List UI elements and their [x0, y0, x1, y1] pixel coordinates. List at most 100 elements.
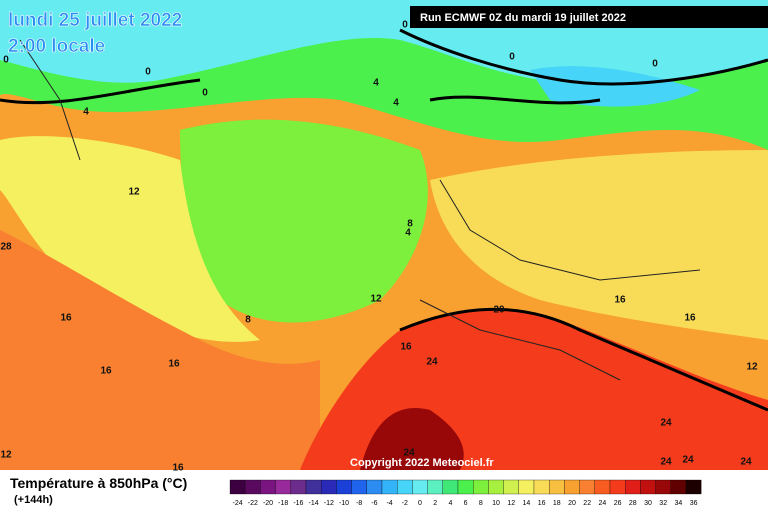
- contour-label: 24: [426, 357, 438, 368]
- colorbar-label: 22: [583, 500, 591, 507]
- copyright: Copyright 2022 Meteociel.fr: [350, 457, 494, 469]
- colorbar-cell: [290, 479, 307, 495]
- contour-label: 12: [370, 294, 382, 305]
- contour-label: 24: [682, 455, 694, 466]
- colorbar-cell: [457, 479, 474, 495]
- colorbar-label: -20: [263, 500, 273, 507]
- contour-label: 0: [652, 59, 658, 70]
- colorbar-label: -8: [356, 500, 362, 507]
- colorbar-cell: [670, 479, 687, 495]
- legend-title: Température à 850hPa (°C): [10, 475, 187, 491]
- colorbar-label: 10: [492, 500, 500, 507]
- colorbar-cell: [381, 479, 398, 495]
- contour-label: 12: [128, 187, 140, 198]
- colorbar-cell: [594, 479, 611, 495]
- colorbar-label: 20: [568, 500, 576, 507]
- contour-label: 0: [145, 67, 151, 78]
- colorbar-cell: [245, 479, 261, 495]
- run-text: Run ECMWF 0Z du mardi 19 juillet 2022: [420, 12, 626, 24]
- run-banner: [410, 6, 768, 28]
- colorbar-label: 24: [599, 500, 607, 507]
- contour-label: 16: [614, 295, 626, 306]
- contour-label: 0: [202, 88, 208, 99]
- contour-label: 4: [393, 98, 399, 109]
- colorbar-cell: [336, 479, 352, 495]
- zone-yellow-e: [430, 150, 768, 340]
- colorbar-cell: [412, 479, 428, 495]
- contour-label: 12: [0, 450, 12, 461]
- colorbar-cell: [655, 479, 671, 495]
- colorbar-cell: [609, 479, 626, 495]
- contour-label: 24: [660, 457, 672, 468]
- colorbar: -24 -22 -20 -18 -16 -14 -12 -10 -8 -6 -4 -2 0 2 4 6 8 10 1…: [229, 479, 702, 507]
- legend-lead: (+144h): [14, 494, 53, 506]
- colorbar-label: 0: [418, 500, 422, 507]
- date-text: lundi 25 juillet 2022: [8, 10, 182, 31]
- colorbar-label: 36: [690, 500, 698, 507]
- colorbar-cell: [473, 479, 489, 495]
- colorbar-label: 6: [464, 500, 468, 507]
- contour-label: 4: [83, 107, 89, 118]
- colorbar-cell: [533, 479, 550, 495]
- contour-label: 28: [0, 242, 12, 253]
- contour-label: 4: [373, 78, 379, 89]
- contour-label: 0: [509, 52, 515, 63]
- zone-darkred: [360, 408, 464, 470]
- contour-labels: 0 0 0 0 0 0 4 4 4 4 12 12 12 8 8 16 16 16 16 16 16 20 24 24 24 24…: [0, 20, 758, 474]
- coastline: [19, 39, 701, 381]
- zone-orange: [0, 230, 320, 470]
- colorbar-cell: [260, 479, 276, 495]
- colorbar-cell: [518, 479, 535, 495]
- colorbar-cell: [366, 479, 383, 495]
- colorbar-cell: [488, 479, 504, 495]
- colorbar-label: 14: [523, 500, 531, 507]
- contour-label: 24: [660, 418, 672, 429]
- colorbar-cell: [640, 479, 656, 495]
- contour-label: 16: [100, 366, 112, 377]
- colorbar-label: -12: [324, 500, 334, 507]
- colorbar-label: 32: [659, 500, 667, 507]
- colorbar-label: 2: [433, 500, 437, 507]
- colorbar-cell: [685, 479, 702, 495]
- time-text: 2:00 locale: [8, 36, 105, 57]
- colorbar-label: -22: [248, 500, 258, 507]
- colorbar-cell: [427, 479, 443, 495]
- colorbar-label: -10: [339, 500, 349, 507]
- contour-label: 16: [168, 359, 180, 370]
- contour-label: 0: [402, 20, 408, 31]
- colorbar-label: -4: [386, 500, 392, 507]
- contour-label: 12: [746, 362, 758, 373]
- colorbar-label: 8: [479, 500, 483, 507]
- colorbar-label: 18: [553, 500, 561, 507]
- colorbar-cell: [442, 479, 459, 495]
- colorbar-label: 4: [448, 500, 452, 507]
- isotherm-0: [0, 28, 768, 105]
- colorbar-cell: [351, 479, 367, 495]
- colorbar-label: -16: [293, 500, 303, 507]
- contour-label: 8: [245, 315, 251, 326]
- contour-label: 24: [403, 448, 415, 459]
- colorbar-label: 34: [675, 500, 683, 507]
- colorbar-cell: [503, 479, 519, 495]
- colorbar-label: 26: [614, 500, 622, 507]
- contour-label: 16: [400, 342, 412, 353]
- colorbar-label: -2: [402, 500, 408, 507]
- colorbar-label: 12: [507, 500, 515, 507]
- colorbar-cell: [579, 479, 595, 495]
- contour-label: 0: [3, 55, 9, 66]
- colorbar-cell: [321, 479, 337, 495]
- colorbar-cell: [625, 479, 641, 495]
- contour-label: 4: [405, 228, 411, 239]
- colorbar-cell: [564, 479, 580, 495]
- contour-label: 16: [684, 313, 696, 324]
- colorbar-label: -6: [371, 500, 377, 507]
- contour-label: 20: [493, 305, 505, 316]
- colorbar-cell: [549, 479, 565, 495]
- colorbar-label: 28: [629, 500, 637, 507]
- zone-blue: [530, 66, 700, 107]
- colorbar-cell: [275, 479, 291, 495]
- colorbar-label: -18: [278, 500, 288, 507]
- colorbar-label: -14: [309, 500, 319, 507]
